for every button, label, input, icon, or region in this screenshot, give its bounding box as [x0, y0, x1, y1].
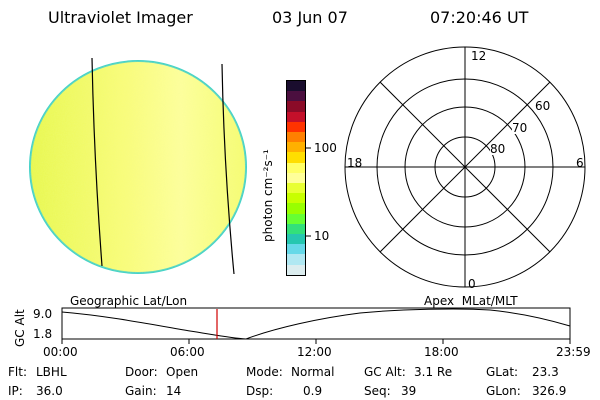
glon-label: GLon: [486, 384, 521, 398]
polar-label-12: 12 [471, 49, 487, 63]
x-tick-2359: 23:59 [556, 345, 591, 359]
polar-ring-label-80: 80 [490, 142, 506, 156]
glat-value: 23.3 [532, 365, 559, 379]
disk-meridian-right [221, 63, 235, 275]
observation-date: 03 Jun 07 [272, 8, 348, 27]
seq-label: Seq: [364, 384, 391, 398]
colorbar-tick-10: 10 [314, 229, 330, 243]
colorbar-band [287, 254, 305, 265]
colorbar-band [287, 101, 305, 112]
ip-value: 36.0 [36, 384, 63, 398]
x-tick-1200: 12:00 [297, 345, 332, 359]
colorbar-band [287, 121, 305, 133]
colorbar-band [287, 264, 305, 275]
gain-label: Gain: [125, 384, 157, 398]
glon-value: 326.9 [532, 384, 567, 398]
gc-alt-label: GC Alt: [364, 365, 406, 379]
polar-label-18: 18 [347, 156, 363, 170]
colorbar-band [287, 183, 305, 194]
glat-label: GLat: [486, 365, 519, 379]
colorbar-band [287, 234, 305, 245]
colorbar-band [287, 203, 305, 214]
polar-ring-label-60: 60 [535, 99, 551, 113]
geographic-coords-label: Geographic Lat/Lon [70, 294, 188, 308]
altitude-curve [61, 308, 571, 340]
seq-value: 39 [401, 384, 417, 398]
apex-coords-label: Apex MLat/MLT [424, 294, 518, 308]
colorbar-band [287, 162, 305, 173]
dsp-label: Dsp: [246, 384, 274, 398]
colorbar-band [287, 152, 305, 163]
gain-value: 14 [166, 384, 182, 398]
colorbar-band [287, 244, 305, 255]
mode-value: Normal [291, 365, 335, 379]
colorbar-band [287, 142, 305, 153]
observation-time: 07:20:46 UT [430, 8, 529, 27]
ip-label: IP: [8, 384, 23, 398]
door-value: Open [166, 365, 199, 379]
colorbar-band [287, 193, 305, 204]
filter-label: Flt: [8, 365, 27, 379]
colorbar-band [287, 91, 305, 102]
mode-label: Mode: [246, 365, 283, 379]
x-tick-0000: 00:00 [43, 345, 78, 359]
colorbar-band [287, 172, 305, 184]
colorbar-band [287, 132, 305, 143]
colorbar [286, 80, 306, 276]
colorbar-tick-100: 100 [314, 141, 337, 155]
disk-meridian-left [91, 57, 103, 267]
y-tick-1-8: 1.8 [33, 327, 53, 341]
x-tick-1800: 18:00 [424, 345, 459, 359]
polar-label-0: 0 [468, 277, 476, 291]
polar-ring-label-70: 70 [512, 121, 528, 135]
y-tick-9: 9.0 [33, 307, 53, 321]
x-tick-0600: 06:00 [170, 345, 205, 359]
colorbar-band [287, 111, 305, 122]
polar-label-6: 6 [576, 156, 584, 170]
colorbar-band [287, 81, 305, 92]
colorbar-band [287, 223, 305, 235]
filter-value: LBHL [36, 365, 67, 379]
colorbar-band [287, 213, 305, 224]
dsp-value: 0.9 [303, 384, 323, 398]
door-label: Door: [125, 365, 158, 379]
app-title: Ultraviolet Imager [48, 8, 193, 27]
gc-alt-value: 3.1 Re [414, 365, 453, 379]
